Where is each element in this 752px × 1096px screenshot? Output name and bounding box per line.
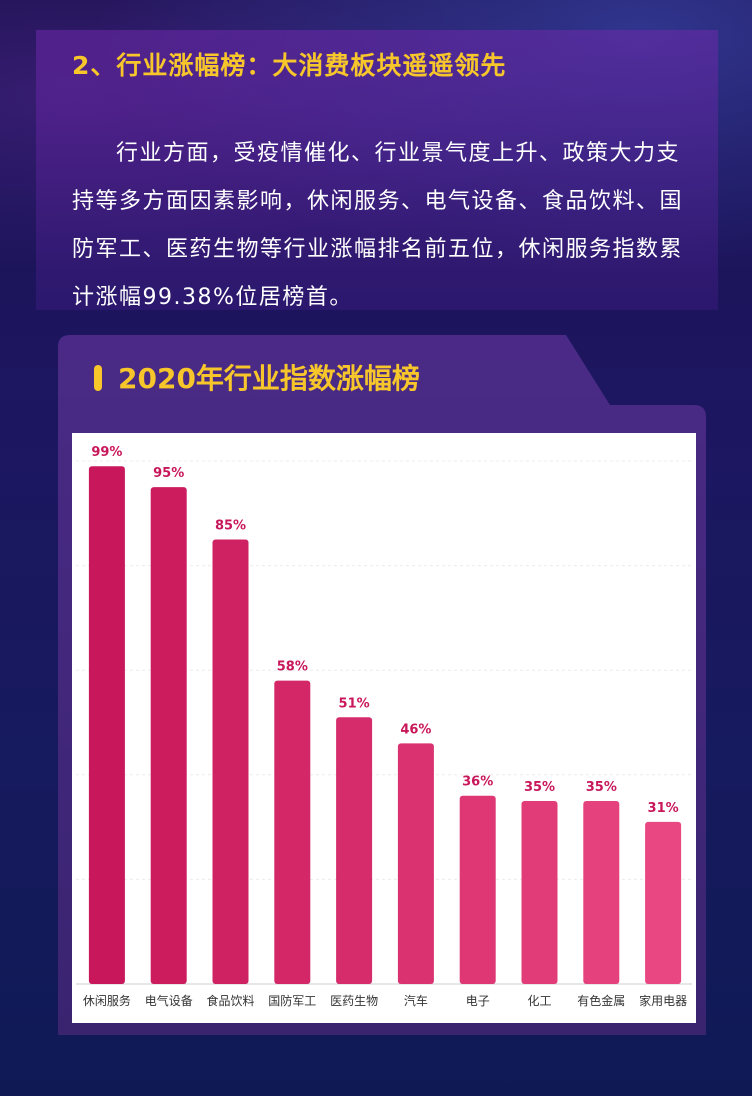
bar-6 [397,743,434,984]
chart-title-marker [94,365,102,391]
bar-10 [645,821,682,984]
data-label: 35% [586,780,617,795]
bar-9 [583,800,620,984]
category-label: 化工 [527,994,551,1008]
data-label: 99% [91,445,122,460]
category-label: 电子 [466,994,490,1008]
chart-title: 2020年行业指数涨幅榜 [118,362,420,395]
intro-panel [36,30,718,310]
category-label: 医药生物 [330,994,378,1008]
intro-paragraph: 行业方面，受疫情催化、行业景气度上升、政策大力支持等多方面因素影响，休闲服务、电… [72,141,684,310]
bar-4 [274,680,311,984]
data-label: 36% [462,775,493,790]
category-label: 家用电器 [639,993,687,1008]
data-label: 31% [648,801,679,816]
category-label: 食品饮料 [206,993,254,1008]
category-label: 休闲服务 [83,993,131,1008]
chart-plot-area: 99% 休闲服务 95% 电气设备 85% 食品饮料 58% 国防军工 51% 医药生物 46% 汽车… [72,433,696,1023]
bar-5 [336,717,373,984]
bar-1 [88,466,125,985]
bar-7 [459,795,496,984]
category-label: 国防军工 [268,993,316,1008]
data-label: 58% [277,660,308,675]
data-label: 51% [339,696,370,711]
bar-8 [521,800,558,984]
data-label: 95% [153,466,184,481]
bar-chart: 99% 休闲服务 95% 电气设备 85% 食品饮料 58% 国防军工 51% 医药生物 46% 汽车… [76,445,692,1008]
data-label: 46% [400,722,431,737]
bar-2 [150,487,187,984]
section-heading: 2、行业涨幅榜：大消费板块遥遥领先 [72,51,507,80]
category-label: 电气设备 [145,993,193,1008]
chart-card: 2020年行业指数涨幅榜 99% 休闲服务 95% 电气设备 85% 食品饮料 58% 国防军… [58,335,706,1035]
category-label: 汽车 [404,993,428,1008]
category-label: 有色金属 [577,993,625,1008]
data-label: 35% [524,780,555,795]
data-label: 85% [215,518,246,533]
bar-3 [212,539,249,984]
